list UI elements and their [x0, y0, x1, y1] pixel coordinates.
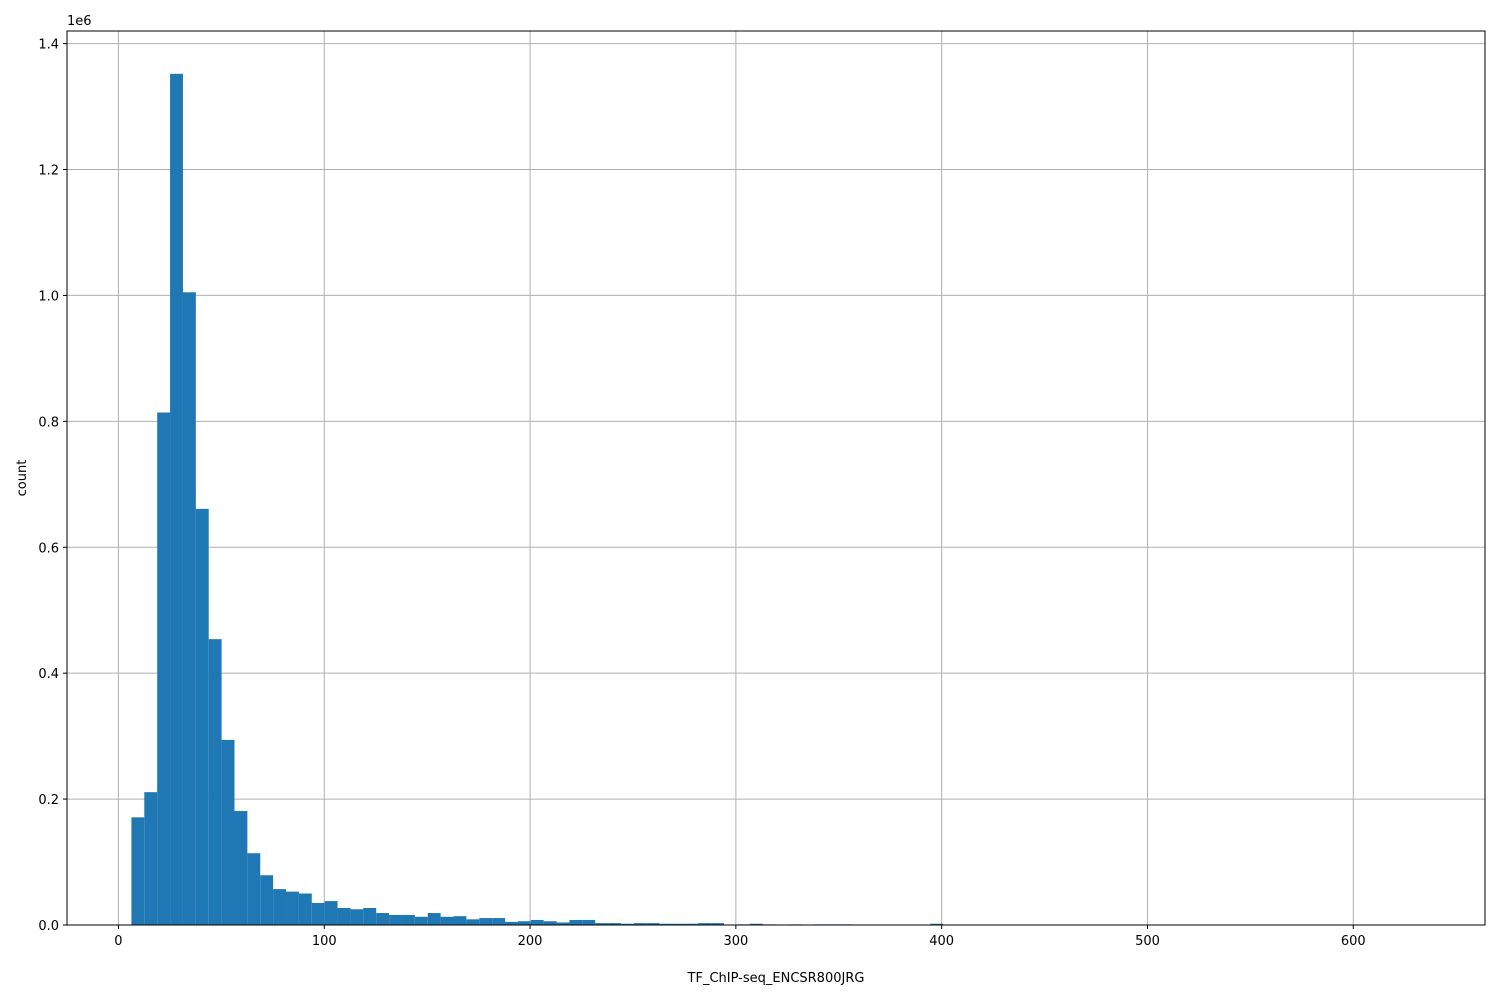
- histogram-bar: [659, 923, 673, 925]
- histogram-bar: [466, 919, 480, 925]
- y-tick-label: 0.6: [38, 541, 59, 556]
- histogram-bar: [479, 918, 493, 925]
- histogram-bar: [195, 508, 209, 925]
- histogram-bar: [440, 916, 454, 925]
- histogram-bar: [363, 908, 377, 925]
- histogram-bar: [505, 921, 518, 925]
- histogram-bar: [930, 923, 944, 925]
- x-tick-label: 600: [1341, 934, 1366, 949]
- histogram-bar: [530, 919, 544, 925]
- histogram-bar: [221, 739, 235, 925]
- histogram-bar: [286, 891, 299, 925]
- histogram-bar: [582, 919, 596, 925]
- y-tick-label: 1.0: [38, 289, 59, 304]
- histogram-bar: [247, 853, 261, 925]
- histogram-bar: [234, 811, 248, 925]
- histogram-bar: [389, 914, 402, 925]
- histogram-bar: [698, 923, 712, 925]
- histogram-bar: [182, 292, 196, 925]
- histogram-bar: [453, 916, 467, 925]
- axes-frame: [66, 30, 1486, 926]
- histogram-bar: [543, 921, 557, 925]
- x-tick-label: 200: [518, 934, 543, 949]
- histogram-bar: [427, 913, 441, 925]
- histogram-bar: [492, 918, 506, 925]
- histogram-bar: [376, 913, 390, 925]
- x-axis-label: TF_ChIP-seq_ENCSR800JRG: [687, 971, 865, 986]
- y-axis-label: count: [15, 460, 30, 497]
- histogram-bar: [273, 889, 287, 925]
- y-tick-label: 0.2: [38, 793, 59, 808]
- x-tick-label: 500: [1135, 934, 1160, 949]
- grid: [67, 31, 1485, 926]
- histogram-bar: [157, 412, 171, 926]
- x-tick-label: 0: [114, 934, 122, 949]
- histogram-bar: [350, 909, 364, 925]
- histogram-bar: [595, 923, 609, 925]
- histogram-bar: [711, 923, 725, 925]
- histogram-bar: [672, 923, 686, 925]
- histogram-bar: [633, 923, 647, 925]
- histogram-bar: [685, 923, 699, 925]
- histogram-bar: [208, 639, 222, 925]
- histogram-bar: [569, 919, 583, 925]
- histogram-bar: [324, 901, 338, 925]
- histogram-bar: [337, 908, 351, 925]
- y-tick-label: 0.4: [38, 667, 59, 682]
- histogram-bar: [646, 923, 660, 925]
- y-offset-label: 1e6: [67, 14, 92, 29]
- y-tick-label: 0.0: [38, 919, 59, 934]
- y-axis: 0.0 0.2 0.4 0.6 0.8 1.0 1.2 1.4: [38, 38, 67, 934]
- x-axis: 0 100 200 300 400 500 600: [114, 925, 1366, 949]
- histogram-bar: [414, 916, 428, 925]
- histogram-bar: [517, 921, 531, 925]
- x-tick-label: 400: [929, 934, 954, 949]
- histogram-bar: [401, 914, 415, 925]
- histogram-bar: [170, 73, 183, 925]
- x-tick-label: 300: [723, 934, 748, 949]
- x-tick-label: 100: [312, 934, 337, 949]
- y-tick-label: 1.2: [38, 164, 59, 179]
- histogram-bar: [311, 902, 325, 925]
- histogram-bar: [298, 893, 312, 925]
- histogram-bar: [260, 875, 274, 925]
- histogram-bar: [144, 792, 158, 925]
- histogram-bar: [556, 922, 570, 925]
- histogram-bar: [131, 817, 145, 925]
- bars: [131, 73, 944, 926]
- y-tick-label: 1.4: [38, 38, 59, 53]
- histogram-bar: [608, 923, 621, 925]
- histogram-bar: [620, 923, 634, 925]
- y-tick-label: 0.8: [38, 415, 59, 430]
- histogram-bar: [749, 923, 763, 925]
